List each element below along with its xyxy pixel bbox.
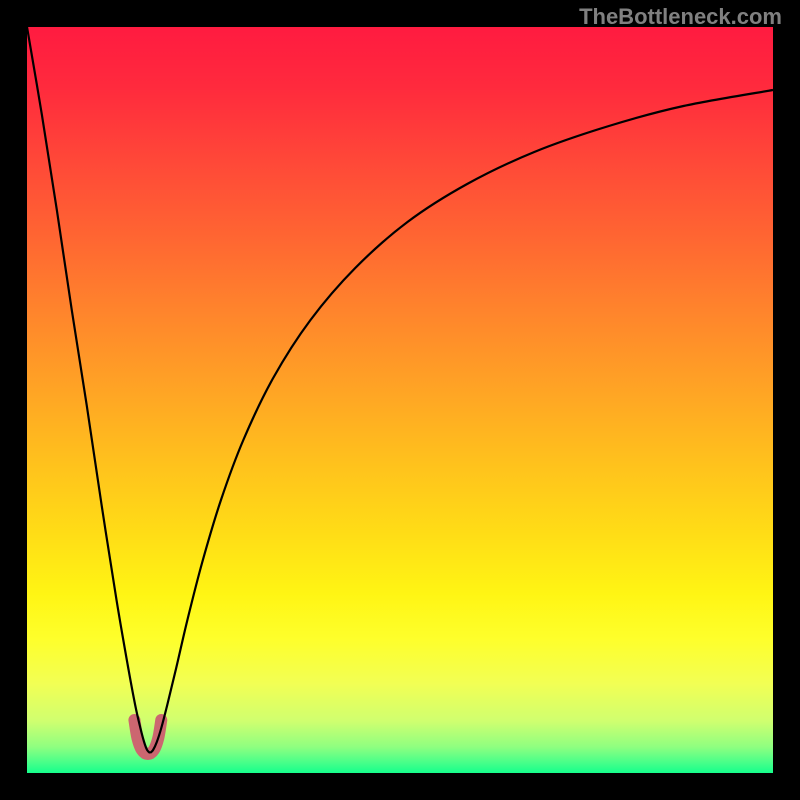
curve-right-branch bbox=[150, 90, 773, 753]
curve-left-branch bbox=[27, 27, 150, 753]
curve-layer bbox=[0, 0, 800, 800]
chart-container: TheBottleneck.com bbox=[0, 0, 800, 800]
watermark-text: TheBottleneck.com bbox=[579, 4, 782, 30]
minimum-marker bbox=[134, 720, 161, 754]
